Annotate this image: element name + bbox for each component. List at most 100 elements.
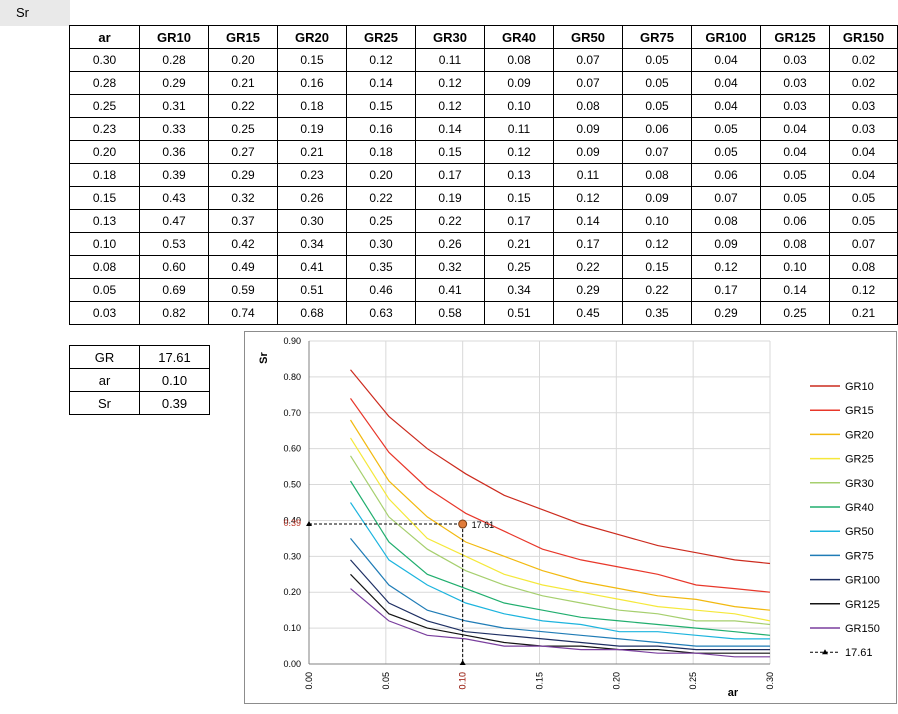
table-cell[interactable]: 0.07 xyxy=(691,186,761,210)
table-cell[interactable]: 0.22 xyxy=(622,278,692,302)
table-cell[interactable]: 0.18 xyxy=(277,94,347,118)
table-cell[interactable]: 0.12 xyxy=(415,71,485,95)
table-cell[interactable]: 0.25 xyxy=(484,255,554,279)
table-cell[interactable]: 0.12 xyxy=(484,140,554,164)
table-cell[interactable]: 0.03 xyxy=(829,94,898,118)
table-cell[interactable]: 0.17 xyxy=(553,232,623,256)
column-header[interactable]: ar xyxy=(69,25,140,49)
table-cell[interactable]: 0.04 xyxy=(691,71,761,95)
sheet-cell-label[interactable]: Sr xyxy=(0,0,70,26)
table-cell[interactable]: 0.25 xyxy=(208,117,278,141)
table-cell[interactable]: 0.82 xyxy=(139,301,209,325)
table-cell[interactable]: 0.42 xyxy=(208,232,278,256)
table-cell[interactable]: 0.12 xyxy=(415,94,485,118)
table-cell[interactable]: 0.11 xyxy=(415,48,485,72)
table-cell[interactable]: 0.41 xyxy=(415,278,485,302)
table-cell[interactable]: 0.04 xyxy=(760,140,830,164)
table-cell[interactable]: 0.12 xyxy=(829,278,898,302)
table-cell[interactable]: 0.46 xyxy=(346,278,416,302)
table-cell[interactable]: 0.22 xyxy=(208,94,278,118)
table-cell[interactable]: 0.25 xyxy=(760,301,830,325)
column-header[interactable]: GR10 xyxy=(139,25,209,49)
table-cell[interactable]: 0.30 xyxy=(69,48,140,72)
table-cell[interactable]: 0.68 xyxy=(277,301,347,325)
table-cell[interactable]: 0.05 xyxy=(760,163,830,187)
table-cell[interactable]: 0.49 xyxy=(208,255,278,279)
table-cell[interactable]: 0.35 xyxy=(346,255,416,279)
table-cell[interactable]: 0.41 xyxy=(277,255,347,279)
table-cell[interactable]: 0.21 xyxy=(208,71,278,95)
column-header[interactable]: GR100 xyxy=(691,25,761,49)
table-cell[interactable]: 0.18 xyxy=(69,163,140,187)
table-cell[interactable]: 0.09 xyxy=(553,117,623,141)
table-cell[interactable]: 0.33 xyxy=(139,117,209,141)
table-cell[interactable]: 0.08 xyxy=(69,255,140,279)
table-cell[interactable]: 0.08 xyxy=(622,163,692,187)
table-cell[interactable]: 0.17 xyxy=(415,163,485,187)
table-cell[interactable]: 0.25 xyxy=(69,94,140,118)
table-cell[interactable]: 0.13 xyxy=(484,163,554,187)
table-cell[interactable]: 0.02 xyxy=(829,48,898,72)
table-cell[interactable]: 0.03 xyxy=(760,71,830,95)
table-cell[interactable]: 0.16 xyxy=(277,71,347,95)
table-cell[interactable]: 0.30 xyxy=(277,209,347,233)
table-cell[interactable]: 0.74 xyxy=(208,301,278,325)
table-cell[interactable]: 0.03 xyxy=(760,48,830,72)
table-cell[interactable]: 0.08 xyxy=(553,94,623,118)
table-cell[interactable]: 0.10 xyxy=(622,209,692,233)
input-value-sr[interactable]: 0.39 xyxy=(139,391,210,415)
table-cell[interactable]: 0.58 xyxy=(415,301,485,325)
table-cell[interactable]: 0.34 xyxy=(277,232,347,256)
table-cell[interactable]: 0.09 xyxy=(553,140,623,164)
column-header[interactable]: GR40 xyxy=(484,25,554,49)
table-cell[interactable]: 0.11 xyxy=(553,163,623,187)
table-cell[interactable]: 0.15 xyxy=(622,255,692,279)
table-cell[interactable]: 0.04 xyxy=(829,163,898,187)
table-cell[interactable]: 0.39 xyxy=(139,163,209,187)
input-value-gr[interactable]: 17.61 xyxy=(139,345,210,369)
table-cell[interactable]: 0.23 xyxy=(277,163,347,187)
table-cell[interactable]: 0.60 xyxy=(139,255,209,279)
column-header[interactable]: GR150 xyxy=(829,25,898,49)
table-cell[interactable]: 0.69 xyxy=(139,278,209,302)
table-cell[interactable]: 0.12 xyxy=(622,232,692,256)
table-cell[interactable]: 0.28 xyxy=(139,48,209,72)
table-cell[interactable]: 0.04 xyxy=(829,140,898,164)
input-value-ar[interactable]: 0.10 xyxy=(139,368,210,392)
table-cell[interactable]: 0.36 xyxy=(139,140,209,164)
table-cell[interactable]: 0.51 xyxy=(277,278,347,302)
table-cell[interactable]: 0.14 xyxy=(415,117,485,141)
table-cell[interactable]: 0.27 xyxy=(208,140,278,164)
table-cell[interactable]: 0.19 xyxy=(415,186,485,210)
table-cell[interactable]: 0.04 xyxy=(691,48,761,72)
table-cell[interactable]: 0.03 xyxy=(829,117,898,141)
table-cell[interactable]: 0.07 xyxy=(622,140,692,164)
table-cell[interactable]: 0.12 xyxy=(553,186,623,210)
column-header[interactable]: GR50 xyxy=(553,25,623,49)
table-cell[interactable]: 0.21 xyxy=(277,140,347,164)
table-cell[interactable]: 0.29 xyxy=(208,163,278,187)
table-cell[interactable]: 0.15 xyxy=(484,186,554,210)
table-cell[interactable]: 0.15 xyxy=(415,140,485,164)
table-cell[interactable]: 0.30 xyxy=(346,232,416,256)
table-cell[interactable]: 0.43 xyxy=(139,186,209,210)
table-cell[interactable]: 0.08 xyxy=(484,48,554,72)
column-header[interactable]: GR20 xyxy=(277,25,347,49)
table-cell[interactable]: 0.21 xyxy=(484,232,554,256)
table-cell[interactable]: 0.12 xyxy=(346,48,416,72)
column-header[interactable]: GR30 xyxy=(415,25,485,49)
table-cell[interactable]: 0.15 xyxy=(277,48,347,72)
table-cell[interactable]: 0.17 xyxy=(484,209,554,233)
table-cell[interactable]: 0.07 xyxy=(553,48,623,72)
table-cell[interactable]: 0.05 xyxy=(622,71,692,95)
table-cell[interactable]: 0.47 xyxy=(139,209,209,233)
table-cell[interactable]: 0.32 xyxy=(415,255,485,279)
table-cell[interactable]: 0.31 xyxy=(139,94,209,118)
table-cell[interactable]: 0.04 xyxy=(691,94,761,118)
table-cell[interactable]: 0.25 xyxy=(346,209,416,233)
table-cell[interactable]: 0.13 xyxy=(69,209,140,233)
table-cell[interactable]: 0.20 xyxy=(346,163,416,187)
table-cell[interactable]: 0.59 xyxy=(208,278,278,302)
table-cell[interactable]: 0.34 xyxy=(484,278,554,302)
table-cell[interactable]: 0.29 xyxy=(553,278,623,302)
